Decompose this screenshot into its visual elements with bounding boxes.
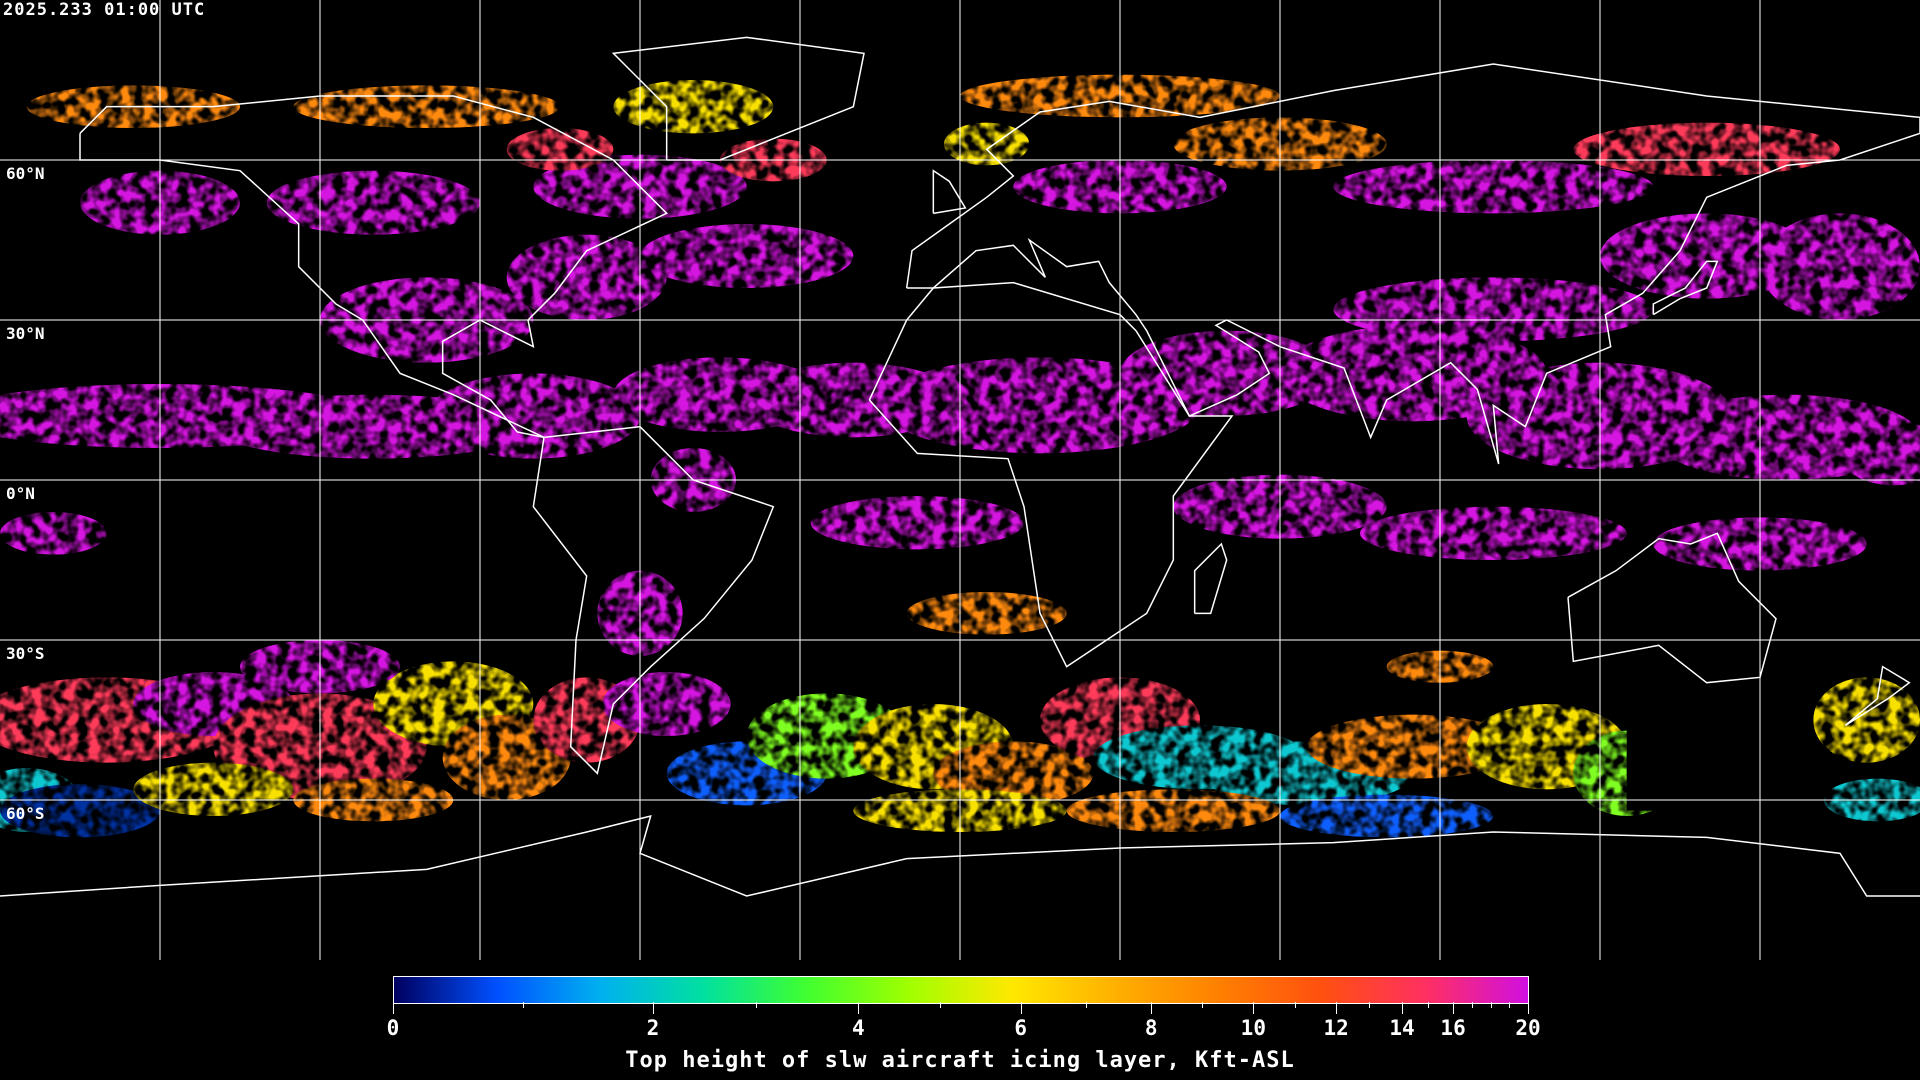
coastlines — [0, 36, 1920, 897]
colorbar-major-tick — [858, 1002, 860, 1014]
icing-patch — [426, 373, 640, 459]
colorbar-major-tick — [1253, 1002, 1255, 1014]
icing-patch — [810, 496, 1024, 550]
colorbar-tick-label: 8 — [1144, 1016, 1158, 1040]
colorbar-tick-label: 16 — [1440, 1016, 1466, 1040]
coastline-eurasia — [905, 63, 1920, 465]
colorbar-tick-label: 12 — [1323, 1016, 1349, 1040]
colorbar-minor-tick — [1294, 1002, 1296, 1008]
icing-patch — [293, 85, 560, 128]
lat-lon-grid — [0, 0, 1920, 960]
colorbar-tick-label: 20 — [1515, 1016, 1541, 1040]
icing-patch — [1280, 794, 1494, 838]
lat-label-30s: 30°S — [6, 644, 45, 663]
icing-patch — [0, 512, 107, 555]
colorbar — [393, 976, 1529, 1004]
coastline-japan — [1652, 260, 1719, 316]
colorbar-tick-label: 0 — [386, 1016, 400, 1040]
colorbar-tick-label: 14 — [1389, 1016, 1415, 1040]
icing-patch — [506, 234, 667, 320]
icing-patch — [1333, 160, 1654, 214]
icing-patch — [1840, 421, 1920, 486]
colorbar-tick-label: 10 — [1240, 1016, 1266, 1040]
colorbar-major-tick — [1453, 1002, 1455, 1014]
icing-patch — [602, 672, 731, 736]
colorbar-major-tick — [1402, 1002, 1403, 1014]
icing-map — [0, 0, 1920, 960]
lat-label-30n: 30°N — [6, 324, 45, 343]
colorbar-minor-tick — [1085, 1002, 1087, 1008]
colorbar-major-tick — [1336, 1002, 1338, 1014]
icing-patch — [1573, 122, 1840, 176]
coastline-north-america — [79, 95, 668, 439]
colorbar-title: Top height of slw aircraft icing layer, … — [625, 1048, 1295, 1073]
colorbar-tick-label: 6 — [1014, 1016, 1027, 1040]
icing-patch — [640, 224, 854, 288]
colorbar-major-tick — [1528, 1002, 1529, 1014]
icing-patch — [0, 784, 160, 838]
colorbar-minor-tick — [1509, 1002, 1511, 1008]
icing-patch — [1066, 789, 1280, 832]
coastline-new-zealand — [1844, 665, 1911, 726]
colorbar-minor-tick — [522, 1002, 524, 1008]
coastline-madagascar — [1193, 542, 1228, 615]
data-gap — [1626, 661, 1814, 811]
colorbar-minor-tick — [755, 1002, 757, 1008]
icing-patch — [933, 741, 1094, 806]
colorbar-minor-tick — [1490, 1002, 1492, 1008]
coastline-greenland — [611, 36, 865, 161]
colorbar-major-tick — [652, 1002, 654, 1014]
coastline-south-america — [532, 425, 775, 775]
colorbar-tick-label: 2 — [646, 1016, 660, 1040]
icing-patch — [613, 80, 774, 134]
colorbar-minor-tick — [1202, 1002, 1204, 1008]
colorbar-minor-tick — [939, 1002, 941, 1008]
icing-patch — [1333, 277, 1654, 342]
colorbar-ticks: 0 2 4 6 8 10 12 14 16 20 — [387, 1002, 1541, 1062]
icing-patch — [1813, 677, 1920, 763]
coastline-uk — [932, 169, 967, 215]
icing-patch — [1360, 506, 1627, 560]
colorbar-major-tick — [1151, 1002, 1153, 1014]
colorbar-minor-tick — [1427, 1002, 1429, 1008]
icing-patch — [133, 762, 294, 816]
coastline-australia — [1567, 532, 1777, 684]
icing-patch — [944, 122, 1030, 166]
icing-patch — [1760, 213, 1920, 320]
colorbar-tick-label: 4 — [852, 1016, 865, 1040]
colorbar-major-tick — [393, 1002, 394, 1014]
colorbar-minor-tick — [1471, 1002, 1473, 1008]
lat-label-60n: 60°N — [6, 164, 45, 183]
timestamp: 2025.233 01:00 UTC — [3, 0, 206, 20]
colorbar-major-tick — [1020, 1002, 1022, 1014]
icing-patch — [906, 592, 1067, 635]
coastline-africa — [868, 281, 1234, 668]
colorbar-minor-tick — [1369, 1002, 1371, 1008]
lat-label-60s: 60°S — [6, 804, 45, 823]
icing-patch — [506, 128, 614, 171]
icing-patch — [1306, 714, 1520, 779]
lat-label-0n: 0°N — [6, 484, 35, 503]
